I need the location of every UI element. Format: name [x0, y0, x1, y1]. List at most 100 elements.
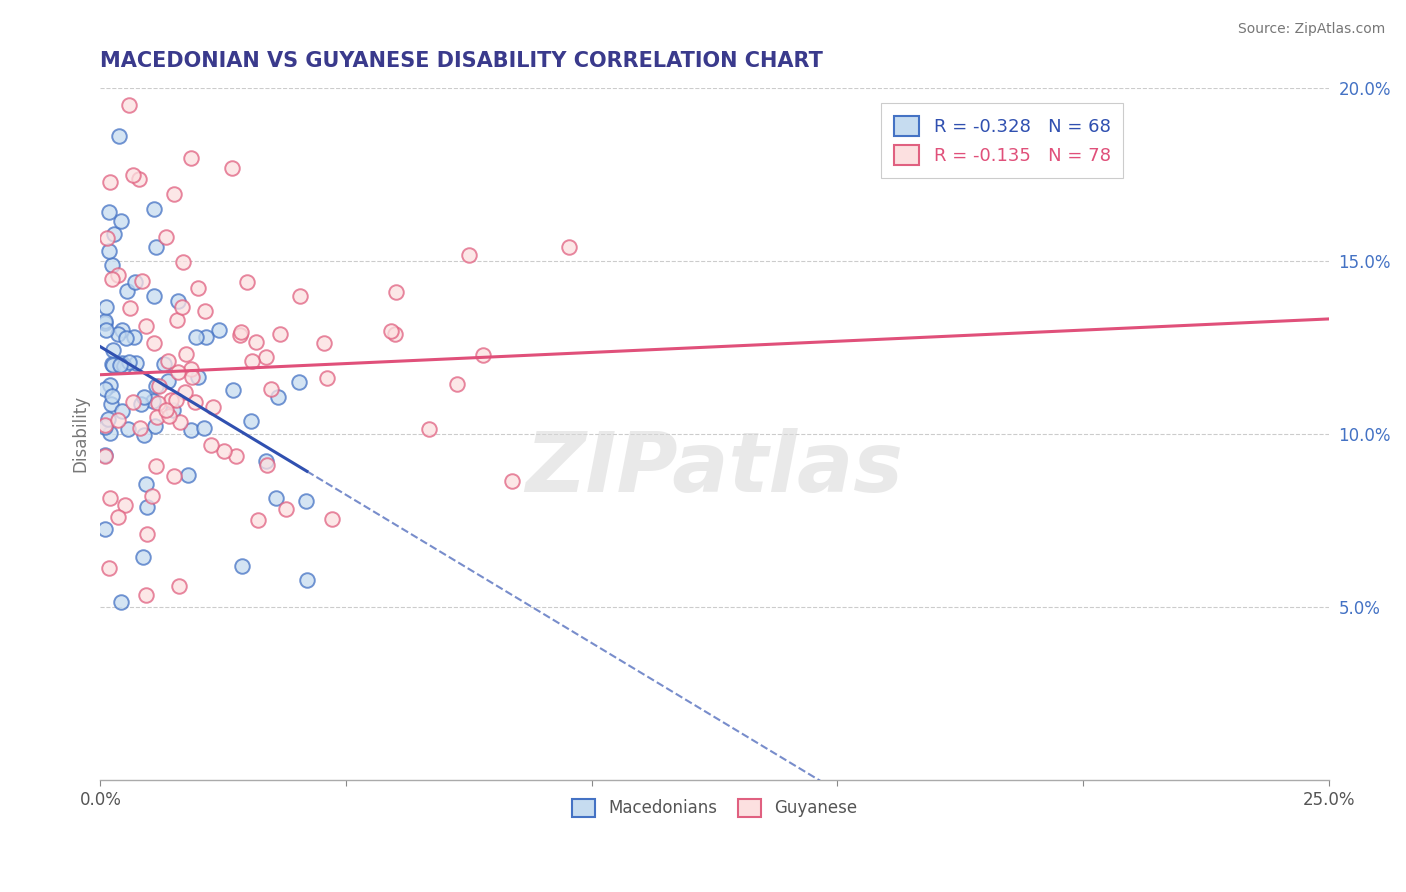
Point [184, 395, 207, 409]
Point [166, 313, 188, 327]
Point [157, 409, 180, 423]
Point [122, 329, 145, 343]
Point [247, 513, 270, 527]
Point [107, 413, 129, 427]
Point [132, 390, 155, 404]
Point [231, 325, 253, 339]
Point [212, 443, 235, 458]
Point [98, 426, 121, 441]
Point [129, 421, 152, 435]
Point [155, 403, 177, 417]
Point [384, 285, 406, 300]
Point [117, 421, 139, 435]
Point [180, 151, 202, 165]
Legend: Macedonians, Guyanese: Macedonians, Guyanese [565, 792, 863, 824]
Point [269, 327, 291, 342]
Point [321, 512, 343, 526]
Point [245, 334, 267, 349]
Point [96, 300, 118, 314]
Point [103, 227, 125, 242]
Point [229, 328, 252, 343]
Point [166, 365, 188, 379]
Point [94, 522, 117, 536]
Point [98, 244, 121, 258]
Point [384, 326, 406, 341]
Point [155, 229, 177, 244]
Point [135, 319, 157, 334]
Point [136, 500, 159, 515]
Point [156, 354, 179, 368]
Point [312, 336, 335, 351]
Point [94, 313, 117, 327]
Point [134, 428, 156, 442]
Point [121, 168, 143, 182]
Point [501, 474, 523, 488]
Point [142, 335, 165, 350]
Point [145, 240, 167, 254]
Point [167, 579, 190, 593]
Point [98, 205, 121, 219]
Point [107, 509, 129, 524]
Point [174, 346, 197, 360]
Point [98, 377, 121, 392]
Point [163, 468, 186, 483]
Point [254, 351, 277, 365]
Point [107, 326, 129, 341]
Point [145, 458, 167, 473]
Point [94, 316, 117, 330]
Point [141, 489, 163, 503]
Point [172, 255, 194, 269]
Point [264, 491, 287, 505]
Point [380, 324, 402, 338]
Point [146, 396, 169, 410]
Point [471, 348, 494, 362]
Point [111, 356, 134, 370]
Point [290, 289, 312, 303]
Point [222, 384, 245, 398]
Point [129, 397, 152, 411]
Point [117, 98, 139, 112]
Point [153, 357, 176, 371]
Point [111, 323, 134, 337]
Point [167, 293, 190, 308]
Point [288, 375, 311, 389]
Point [118, 301, 141, 315]
Text: Source: ZipAtlas.com: Source: ZipAtlas.com [1237, 22, 1385, 37]
Point [194, 304, 217, 318]
Point [98, 491, 121, 505]
Point [132, 550, 155, 565]
Point [103, 358, 125, 372]
Point [267, 390, 290, 404]
Point [148, 378, 170, 392]
Y-axis label: Disability: Disability [72, 395, 89, 473]
Point [256, 458, 278, 472]
Point [100, 397, 122, 411]
Point [145, 379, 167, 393]
Point [101, 259, 124, 273]
Point [418, 421, 440, 435]
Point [142, 394, 165, 409]
Point [177, 467, 200, 482]
Point [260, 382, 283, 396]
Point [200, 438, 222, 452]
Point [446, 377, 468, 392]
Point [111, 404, 134, 418]
Point [115, 331, 138, 345]
Point [143, 418, 166, 433]
Point [295, 494, 318, 508]
Point [107, 268, 129, 282]
Point [146, 410, 169, 425]
Point [169, 416, 191, 430]
Point [165, 392, 187, 407]
Point [295, 573, 318, 587]
Point [315, 371, 337, 385]
Point [122, 395, 145, 409]
Point [118, 355, 141, 369]
Point [101, 271, 124, 285]
Point [162, 402, 184, 417]
Point [180, 423, 202, 437]
Point [101, 389, 124, 403]
Point [94, 382, 117, 396]
Point [94, 448, 117, 462]
Point [157, 374, 180, 388]
